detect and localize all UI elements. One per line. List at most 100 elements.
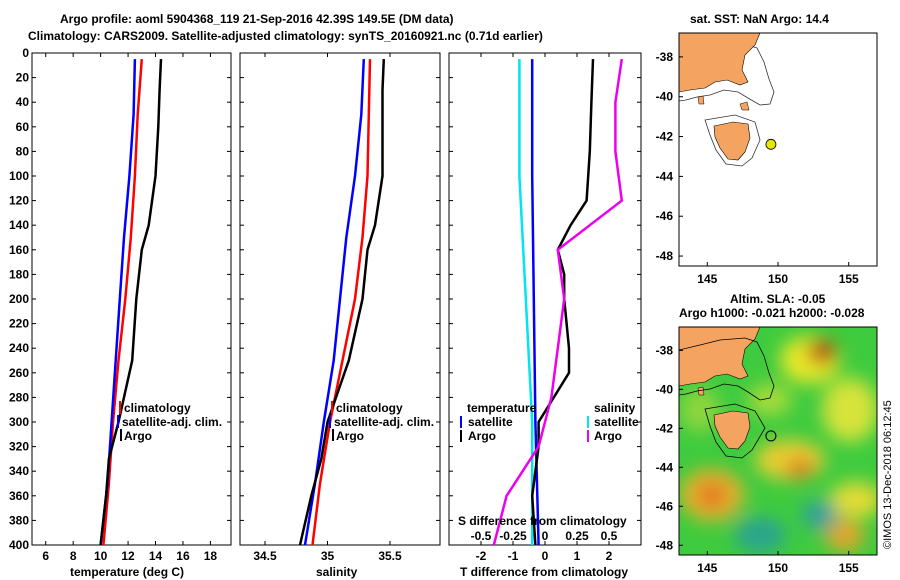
map-y-tick-label: -40 [656,90,674,104]
map-y-tick-label: -38 [656,343,674,357]
sla-blob [748,384,792,416]
tasmania-contour [704,114,761,167]
x-tick-label: -2 [476,549,487,563]
salinity-x-axis: 34.5 35 35.5 [253,53,402,563]
mainland-land [679,33,761,93]
legend-temperature-title: temperature [467,401,537,415]
legend-t-satellite: satellite [468,415,513,429]
y-tick-label: 160 [9,243,29,257]
salinity-xlabel: salinity [316,565,358,579]
legend-t-argo: Argo [468,429,496,443]
y-tick-label: 240 [9,341,29,355]
y-tick-label: 80 [16,144,30,158]
legend-s-satellite: satellite [594,415,639,429]
sla-map-content [679,327,877,555]
legend-satellite: satellite-adj. clim. [122,415,222,429]
y-tick-label: 260 [9,366,29,380]
x-tick-label: 0 [542,549,549,563]
legend-climatology: climatology [124,401,191,415]
map-y-tick-label: -42 [656,421,674,435]
x-tick-label: 12 [121,549,135,563]
y-tick-label: 320 [9,440,29,454]
map-bottom-title-line2: Argo h1000: -0.021 h2000: -0.028 [679,306,865,320]
map-bottom-title-line1: Altim. SLA: -0.05 [730,292,826,306]
map-x-tick-label: 145 [697,561,717,575]
map-y-tick-label: -46 [656,209,674,223]
tasmania-land [713,410,751,450]
difference-panel: -2 -1 0 1 2 -0.5 -0.25 0 0.25 0.5 T difference fr… [448,52,642,579]
sla-blob [680,388,720,432]
series-satellite [99,59,137,546]
y-tick-label: 20 [16,71,30,85]
map-y-tick-label: -44 [656,460,674,474]
tasmania-land [713,121,751,161]
sla-blob [825,520,865,552]
legend-s-argo: Argo [594,429,622,443]
sla-blob [698,483,726,507]
y-tick-label: 120 [9,194,29,208]
x-tick-label: 6 [42,549,49,563]
temperature-axes-frame [31,52,232,546]
series-argo [298,59,386,546]
flinders-island [739,101,750,111]
sla-blob [808,340,836,364]
map-y-tick-label: -44 [656,169,674,183]
king-island [697,386,705,396]
title-line2: Climatology: CARS2009. Satellite-adjuste… [28,29,543,43]
map-top-title: sat. SST: NaN Argo: 14.4 [690,12,829,26]
legend-satellite: satellite-adj. clim. [334,415,434,429]
sla-blob [734,517,786,553]
map-x-tick-label: 150 [768,272,788,286]
sla-map: 145 150 155 -38 -40 -42 -44 -46 -48 [656,326,878,575]
x-tick-label-salinity: 0.5 [601,529,618,543]
x-tick-label: 1 [574,549,581,563]
legend-argo: Argo [124,429,152,443]
title-line1: Argo profile: aoml 5904368_119 21-Sep-20… [60,12,454,26]
map-x-tick-label: 145 [697,272,717,286]
map-y-tick-label: -38 [656,50,674,64]
x-tick-label: 16 [176,549,190,563]
legend-salinity-title: salinity [594,401,636,415]
x-tick-label: 8 [70,549,77,563]
x-tick-label: 2 [606,549,613,563]
y-tick-label: 100 [9,169,29,183]
x-tick-label-salinity: -0.25 [499,529,527,543]
tasmania-contour [704,403,766,459]
sla-anomaly-field [680,336,877,553]
y-tick-label: 280 [9,390,29,404]
y-tick-label: 220 [9,317,29,331]
series-satellite [303,59,366,546]
legend-climatology: climatology [336,401,403,415]
difference-series [492,58,624,546]
sla-blob [822,378,877,442]
y-tick-label: 360 [9,489,29,503]
map-y-tick-label: -48 [656,249,674,263]
sla-blob [786,458,814,478]
y-tick-label: 380 [9,513,29,527]
depth-axis: 0 20 40 60 80 100 120 140 160 180 200 220 240 260 280 3… [9,46,231,552]
y-tick-label: 140 [9,218,29,232]
salinity-series [298,59,386,546]
map-y-tick-label: -42 [656,130,674,144]
series-climatology [102,59,144,546]
y-tick-label: 40 [16,95,30,109]
x-tick-label: 34.5 [253,549,277,563]
x-tick-label: 18 [204,549,218,563]
x-tick-label: 14 [149,549,163,563]
x-tick-label: 35.5 [378,549,402,563]
salinity-y-ticks [240,52,440,546]
location-map-content [679,33,777,167]
y-tick-label: 400 [9,538,29,552]
series-s-satellite [518,59,534,545]
mainland-land [679,327,761,387]
temperature-legend: climatology satellite-adj. clim. Argo [117,401,222,443]
king-island [697,95,705,105]
argo-location-marker [765,138,777,150]
x-tick-label: -1 [508,549,519,563]
salinity-panel: 34.5 35 35.5 salinity climatology satellit… [239,52,441,579]
location-map: 145 150 155 -38 -40 -42 -44 -46 -48 [656,32,878,286]
temperature-series [99,59,163,546]
x-tick-label: 35 [321,549,335,563]
series-climatology [311,59,372,546]
